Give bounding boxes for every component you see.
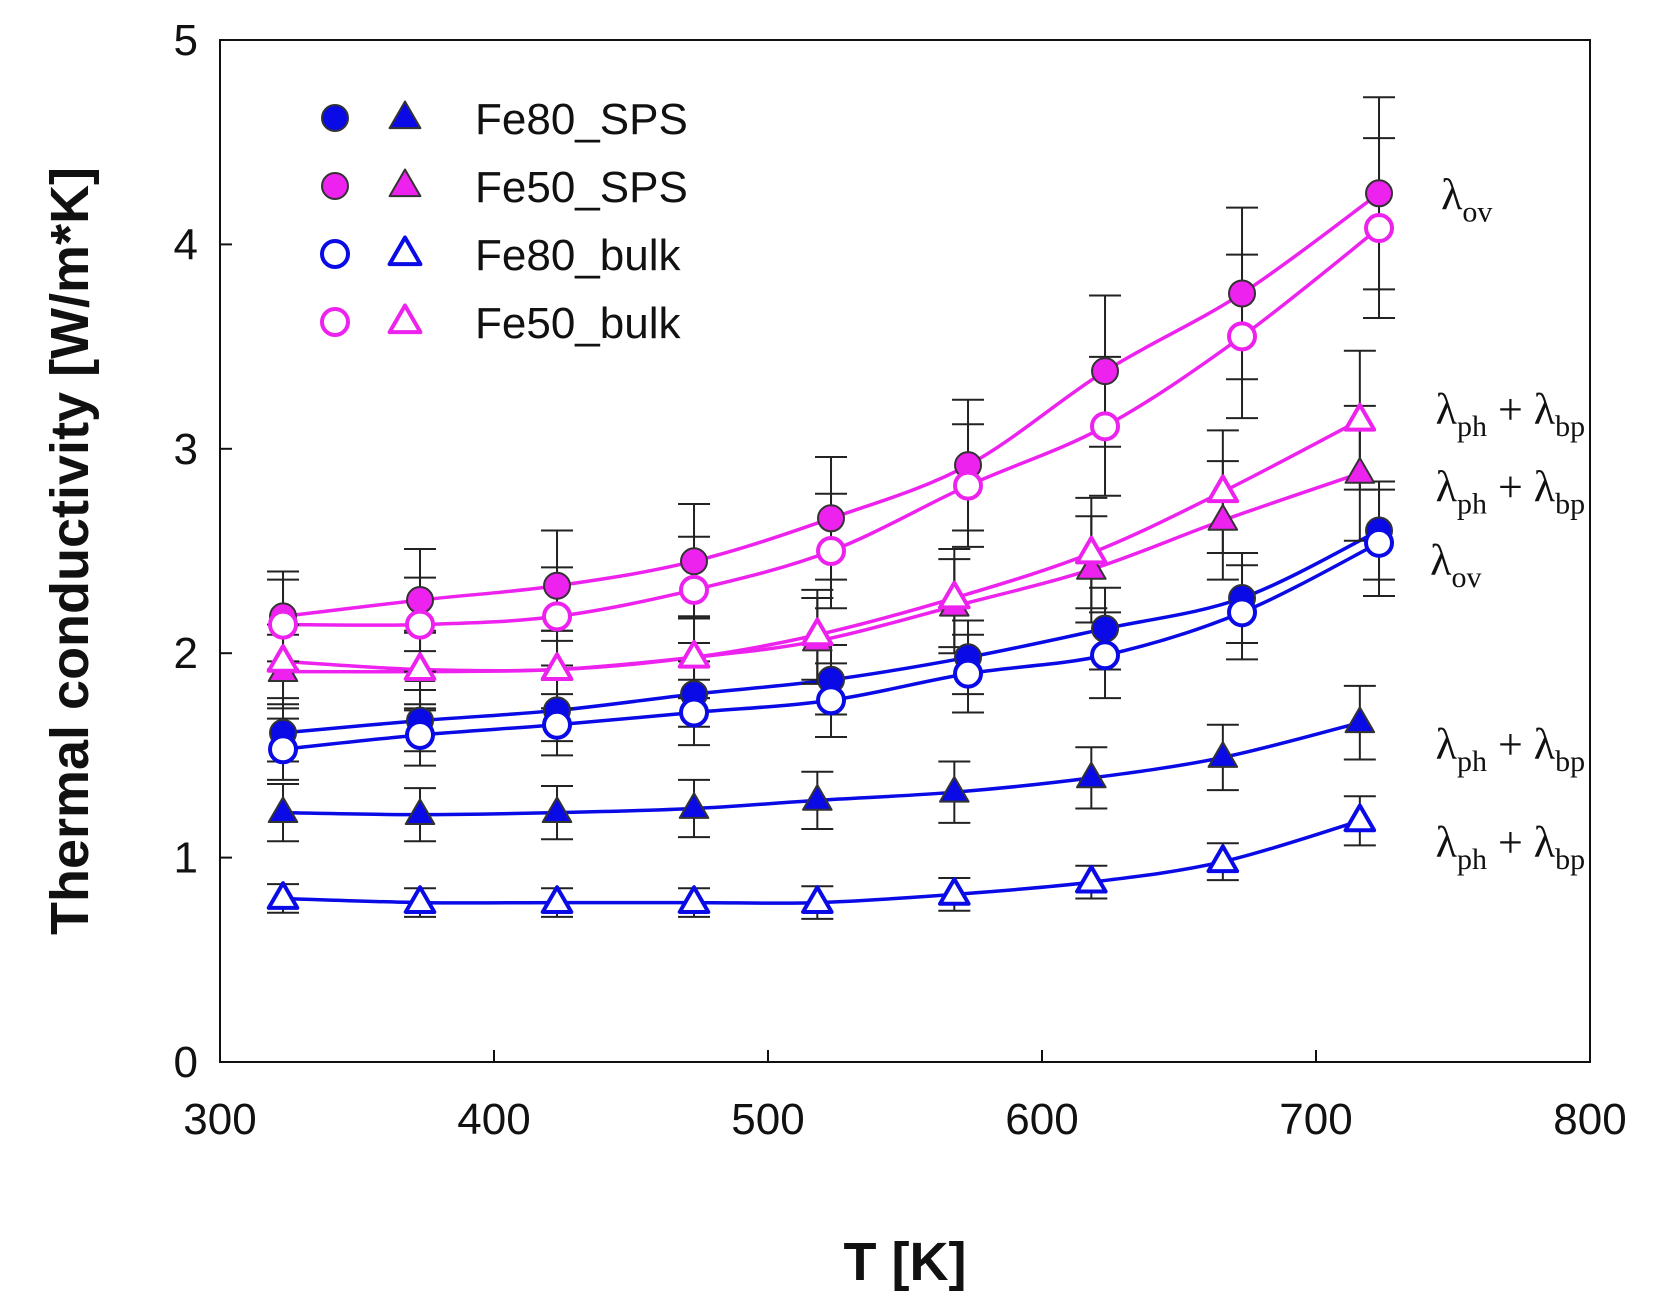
data-point [1227, 597, 1258, 628]
data-point [406, 586, 435, 615]
data-point [939, 775, 970, 803]
data-point [1091, 614, 1120, 643]
data-point [1365, 179, 1394, 208]
data-point [680, 547, 709, 576]
data-point [542, 601, 573, 632]
legend-circle-marker [321, 172, 349, 200]
data-point [1227, 321, 1258, 352]
x-tick-label: 700 [1279, 1095, 1352, 1144]
y-tick-label: 4 [174, 220, 198, 269]
data-point [801, 617, 834, 647]
data-point [679, 574, 710, 605]
x-tick-label: 400 [457, 1095, 530, 1144]
data-point [1076, 761, 1107, 789]
data-point [1206, 474, 1240, 504]
data-point [268, 734, 299, 765]
series-annotation: λov [1441, 170, 1492, 228]
legend-triangle-marker [388, 168, 422, 198]
fit-curve [282, 191, 1381, 619]
y-tick-label: 2 [174, 629, 198, 678]
data-point [405, 609, 436, 640]
legend-circle-marker [321, 104, 349, 132]
series-annotation: λov [1430, 536, 1481, 594]
legend-triangle-marker [388, 100, 422, 130]
data-point [540, 885, 574, 914]
legend: Fe80_SPS Fe50_SPS Fe80_bulk Fe50_bulk [320, 95, 688, 348]
data-point [403, 885, 437, 914]
data-point [1075, 864, 1108, 894]
data-point [679, 697, 710, 728]
series-annotation: λph + λbp [1436, 818, 1586, 876]
series-annotation: λph + λbp [1436, 385, 1586, 443]
data-point [677, 639, 711, 669]
data-point [816, 536, 847, 566]
data-point [1090, 411, 1121, 442]
data-point [938, 580, 971, 610]
data-point [816, 685, 847, 716]
y-tick-label: 0 [174, 1038, 198, 1087]
x-tick-label: 600 [1005, 1095, 1078, 1144]
data-point [1076, 553, 1107, 580]
data-point [1206, 844, 1240, 874]
x-tick-label: 300 [183, 1095, 256, 1144]
y-axis-title: Thermal conductivity [W/m*K] [40, 167, 100, 935]
data-point [1075, 535, 1108, 565]
legend-circle-marker [320, 307, 350, 337]
data-point [266, 644, 300, 673]
data-point [938, 877, 971, 906]
legend-label: Fe50_bulk [475, 299, 681, 348]
data-point [1343, 402, 1377, 432]
series-annotation: λph + λbp [1436, 463, 1586, 521]
data-point [1207, 504, 1239, 531]
y-tick-label: 3 [174, 425, 198, 474]
data-point [953, 470, 984, 501]
legend-triangle-marker [387, 235, 423, 267]
y-tick-label: 5 [174, 16, 198, 65]
fit-curve [283, 226, 1381, 627]
data-point [678, 792, 710, 819]
data-point [267, 796, 299, 824]
data-point [801, 885, 834, 914]
data-point [1343, 803, 1377, 833]
data-point [266, 881, 300, 910]
data-point [1228, 279, 1257, 308]
data-point [1364, 213, 1395, 244]
data-point [1207, 741, 1239, 768]
legend-label: Fe80_SPS [475, 95, 688, 144]
x-axis-title: T [K] [844, 1232, 967, 1292]
data-point [405, 719, 436, 750]
legend-label: Fe50_SPS [475, 163, 688, 212]
data-point [542, 709, 573, 740]
data-point [1344, 706, 1376, 734]
data-markers [266, 179, 1395, 914]
data-point [268, 609, 299, 640]
y-axis: 0 1 2 3 4 5 [174, 16, 232, 1087]
data-point [541, 796, 573, 824]
x-tick-label: 500 [731, 1095, 804, 1144]
data-point [953, 658, 984, 689]
data-point [1091, 357, 1120, 386]
x-tick-label: 800 [1553, 1095, 1626, 1144]
data-point [817, 504, 846, 533]
legend-label: Fe80_bulk [475, 231, 681, 280]
data-point [1090, 640, 1121, 671]
annotations: λov λph + λbp λph + λbp λov λph + λbp λph + λ… [1430, 170, 1585, 876]
y-tick-label: 1 [174, 834, 198, 883]
data-point [403, 652, 437, 681]
data-point [404, 798, 436, 826]
series-annotation: λph + λbp [1436, 720, 1586, 778]
plot-area [219, 39, 1591, 1063]
legend-circle-marker [320, 239, 350, 269]
data-point [543, 571, 572, 600]
x-axis: 300 400 500 600 700 800 [183, 1050, 1627, 1144]
data-point [1344, 457, 1376, 484]
data-point [540, 652, 574, 681]
data-point [677, 885, 711, 914]
data-point [802, 784, 833, 811]
legend-triangle-marker [387, 303, 423, 335]
data-point [1364, 527, 1395, 558]
